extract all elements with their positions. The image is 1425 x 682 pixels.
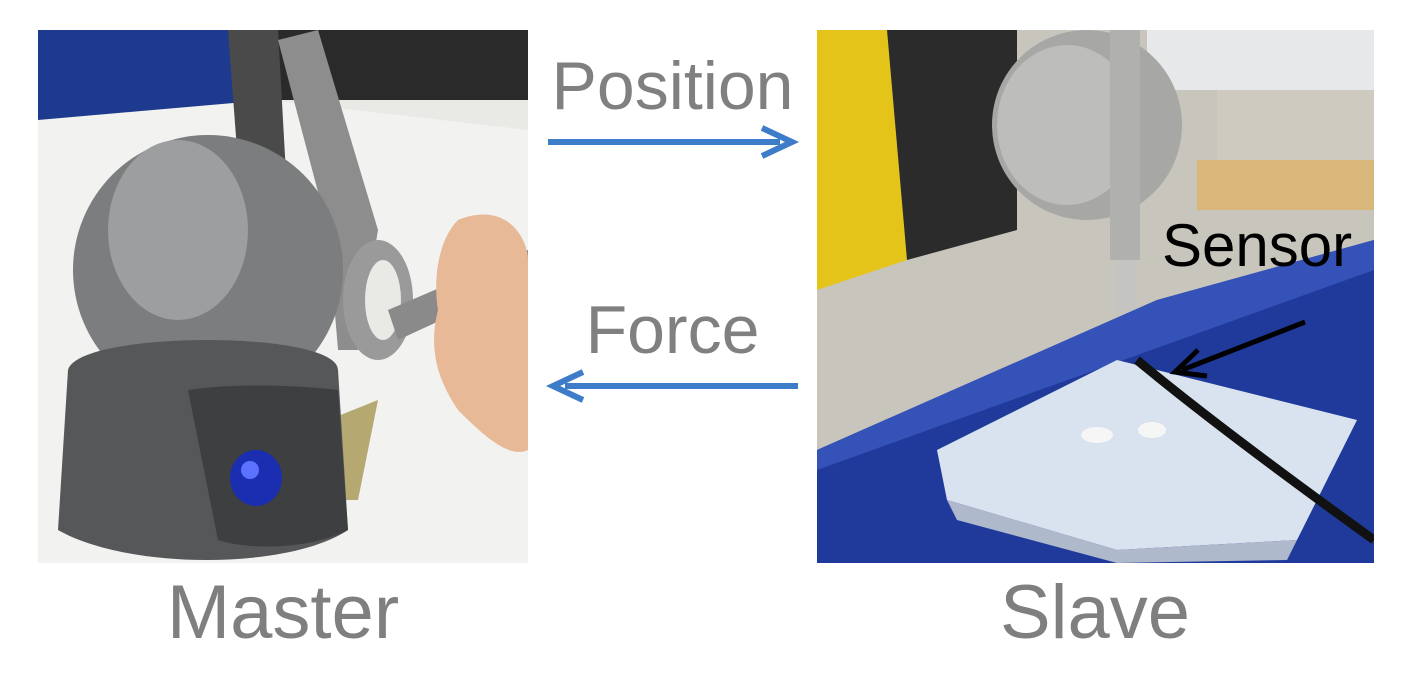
position-arrow-right (548, 125, 800, 159)
position-label: Position (551, 48, 794, 124)
slave-robot-photo (817, 30, 1374, 563)
force-label: Force (585, 292, 760, 368)
sensor-label: Sensor (1162, 212, 1353, 279)
master-caption: Master (166, 570, 400, 655)
master-device-photo (38, 30, 528, 563)
slave-caption: Slave (999, 570, 1191, 655)
force-arrow-left (545, 369, 798, 403)
sensor-pointer-arrow (1169, 319, 1306, 379)
